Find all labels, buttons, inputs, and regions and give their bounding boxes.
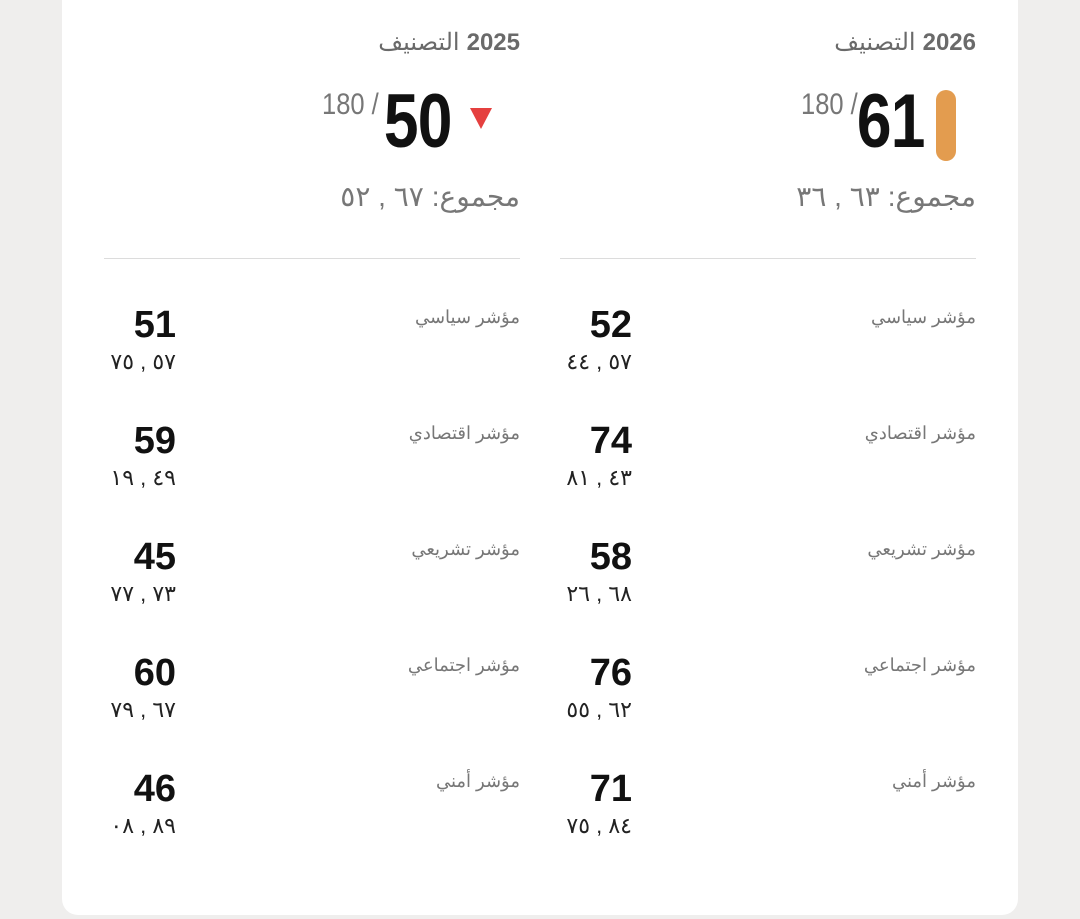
index-score: 45 [133,536,176,578]
index-score: 71 [589,768,632,810]
index-row: مؤشر اجتماعي 76 ٦٢ , ٥٥ [560,652,976,743]
index-value: ٥٧ , ٤٤ [566,349,632,374]
rank-block: 50 180 / [104,79,520,164]
rank-value: 50 [384,79,453,164]
rank-out-of: 180 / [801,88,858,121]
index-label: مؤشر أمني [891,771,976,791]
index-value: ٦٨ , ٢٦ [566,581,632,606]
column-2026: التصنيف 2026 61 180 / ٦٣ , ٣٦ مجموع: مؤش… [560,0,976,919]
index-value: ٥٧ , ٧٥ [110,349,176,374]
index-label: مؤشر تشريعي [411,539,520,559]
index-label: مؤشر اقتصادي [408,423,520,443]
header-year: 2026 [922,29,976,56]
ranking-card [62,0,1018,915]
index-label: مؤشر تشريعي [867,539,976,559]
divider [104,258,520,259]
index-value: ٤٩ , ١٩ [110,465,176,490]
total: ٦٧ , ٥٢ مجموع: [340,180,520,213]
orange-bar-icon [936,90,956,161]
index-row: مؤشر اقتصادي 59 ٤٩ , ١٩ [104,420,520,511]
index-label: مؤشر اجتماعي [863,655,976,675]
down-triangle-icon [470,108,492,129]
index-row: مؤشر سياسي 51 ٥٧ , ٧٥ [104,304,520,395]
total-label: مجموع: [431,181,520,212]
index-label: مؤشر اقتصادي [864,423,976,443]
index-label: مؤشر سياسي [414,307,520,327]
header-year: 2025 [466,29,520,56]
header-title: التصنيف [834,29,916,56]
column-2025: التصنيف 2025 50 180 / ٦٧ , ٥٢ مجموع: مؤش… [104,0,520,919]
total-label: مجموع: [887,181,976,212]
rank-block: 61 180 / [560,79,976,164]
rank-out-of: 180 / [322,88,379,121]
index-row: مؤشر أمني 46 ٨٩ , ٠٨ [104,768,520,859]
index-value: ٤٣ , ٨١ [566,465,632,490]
column-header: التصنيف 2025 [378,28,520,57]
total-value: ٦٧ , ٥٢ [340,181,424,212]
index-score: 51 [133,304,176,346]
index-row: مؤشر أمني 71 ٨٤ , ٧٥ [560,768,976,859]
header-title: التصنيف [378,29,460,56]
index-row: مؤشر اقتصادي 74 ٤٣ , ٨١ [560,420,976,511]
index-value: ٦٢ , ٥٥ [566,697,632,722]
index-row: مؤشر سياسي 52 ٥٧ , ٤٤ [560,304,976,395]
index-score: 74 [589,420,632,462]
total-value: ٦٣ , ٣٦ [796,181,880,212]
index-row: مؤشر اجتماعي 60 ٦٧ , ٧٩ [104,652,520,743]
index-value: ٨٩ , ٠٨ [110,813,176,838]
index-value: ٧٣ , ٧٧ [110,581,176,606]
total: ٦٣ , ٣٦ مجموع: [796,180,976,213]
column-header: التصنيف 2026 [834,28,976,57]
index-score: 76 [589,652,632,694]
index-score: 59 [133,420,176,462]
index-score: 52 [589,304,632,346]
divider [560,258,976,259]
index-label: مؤشر سياسي [870,307,976,327]
index-value: ٦٧ , ٧٩ [110,697,176,722]
index-score: 58 [589,536,632,578]
rank-value: 61 [857,79,926,164]
index-row: مؤشر تشريعي 58 ٦٨ , ٢٦ [560,536,976,627]
index-value: ٨٤ , ٧٥ [566,813,632,838]
out-of-value: 180 [322,88,365,121]
index-score: 46 [133,768,176,810]
index-label: مؤشر اجتماعي [407,655,520,675]
index-row: مؤشر تشريعي 45 ٧٣ , ٧٧ [104,536,520,627]
index-label: مؤشر أمني [435,771,520,791]
out-of-value: 180 [801,88,844,121]
index-score: 60 [133,652,176,694]
